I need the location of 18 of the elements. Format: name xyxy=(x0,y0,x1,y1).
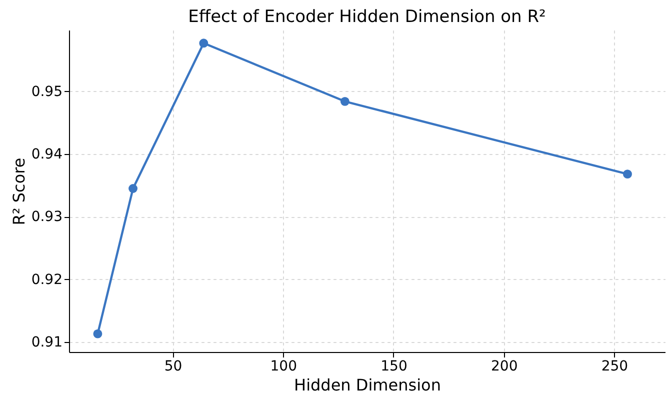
y-tick-label: 0.92 xyxy=(31,272,62,288)
x-tick-label: 50 xyxy=(164,358,182,374)
chart-title: Effect of Encoder Hidden Dimension on R² xyxy=(188,7,546,27)
y-tick-label: 0.93 xyxy=(31,209,62,226)
x-tick-label: 100 xyxy=(270,358,297,374)
y-axis-title: R² Score xyxy=(9,158,28,226)
y-tick-label: 0.95 xyxy=(31,84,62,100)
y-tick-label: 0.91 xyxy=(31,334,62,350)
x-axis-title: Hidden Dimension xyxy=(294,376,441,394)
x-tick-label: 150 xyxy=(380,358,408,374)
point xyxy=(623,170,632,179)
x-tick-label: 250 xyxy=(601,358,628,374)
point xyxy=(128,184,138,193)
point xyxy=(340,96,350,106)
x-tick-label: 200 xyxy=(490,358,518,374)
y-tick-label: 0.94 xyxy=(31,146,63,163)
point xyxy=(199,38,208,48)
point xyxy=(93,329,102,338)
